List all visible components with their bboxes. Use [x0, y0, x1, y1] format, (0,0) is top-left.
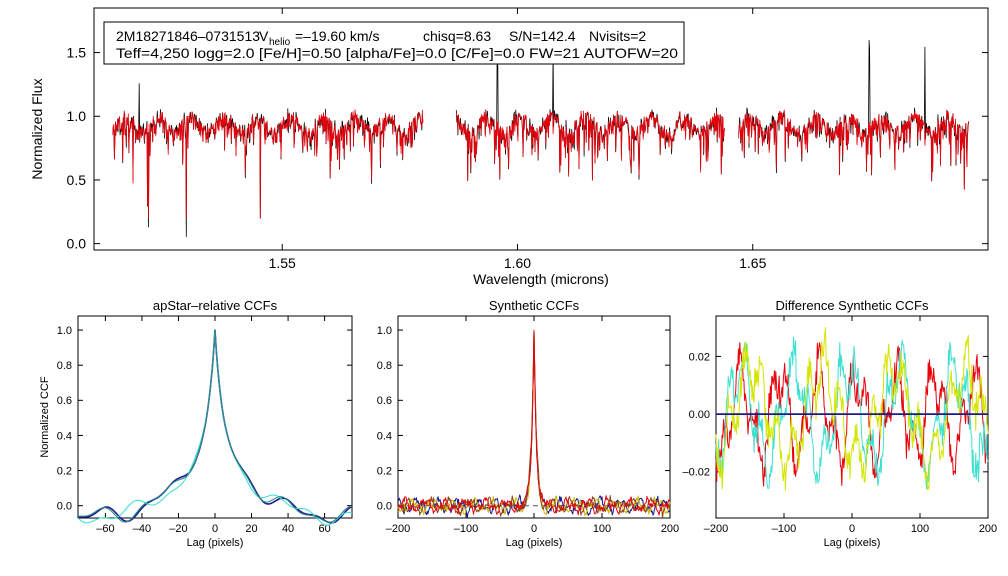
- spectrum-panel: 1.55 1.60 1.65 0.0 0.5 1.0 1.5 Wavelength (micr…: [29, 7, 989, 287]
- chart-title: apStar–relative CCFs: [153, 298, 278, 313]
- apstar-ccf-panel: –60 –40 –20 0 20 40 60 0.0 0.2 0.4 0.6 0.8 1.0 apStar…: [39, 298, 353, 549]
- x-tick-label: 40: [282, 523, 294, 535]
- y-axis-label: Normalized CCF: [39, 376, 51, 458]
- observed-spectrum-line: [112, 83, 424, 237]
- synthetic-spectrum-line: [738, 109, 970, 190]
- x-tick-label: 20: [245, 523, 257, 535]
- x-tick-label: 200: [661, 523, 679, 535]
- y-axis-label: Normalized Flux: [29, 78, 45, 179]
- x-tick-label: –200: [704, 523, 728, 535]
- y-tick-label: 0.8: [57, 360, 72, 372]
- x-tick-label: 0: [212, 523, 218, 535]
- y-tick-label: 0.6: [377, 395, 392, 407]
- synthetic-spectrum-line: [455, 109, 725, 182]
- x-tick-label: 0: [531, 523, 537, 535]
- y-tick-label: 0.0: [377, 501, 392, 513]
- y-tick-label: 0.4: [57, 430, 72, 442]
- x-tick-label: –60: [96, 523, 114, 535]
- y-tick-label: 0.6: [57, 395, 72, 407]
- difference-ccf-line: [715, 327, 989, 492]
- x-tick-label: –200: [386, 523, 410, 535]
- x-tick-label: 1.65: [739, 255, 766, 271]
- x-axis-label: Wavelength (microns): [473, 271, 609, 287]
- annotation-line2: Teff=4,250 logg=2.0 [Fe/H]=0.50 [alpha/F…: [116, 45, 678, 61]
- x-tick-label: 1.55: [269, 255, 296, 271]
- y-tick-label: 0.0: [67, 236, 87, 252]
- synthetic-ccf-panel: –200 –100 0 100 200 0.0 0.2 0.4 0.6 0.8 1.0 Synthet…: [377, 298, 679, 549]
- x-tick-label: 100: [911, 523, 929, 535]
- x-axis-label: Lag (pixels): [824, 537, 881, 549]
- y-tick-label: 0.8: [377, 360, 392, 372]
- x-axis-label: Lag (pixels): [506, 537, 563, 549]
- ccf-series-line: [77, 329, 353, 526]
- plot-frame: [77, 315, 353, 519]
- y-tick-label: 0.0: [57, 501, 72, 513]
- y-tick-label: 1.0: [57, 325, 72, 337]
- plot-frame: [93, 7, 989, 251]
- x-tick-label: –100: [772, 523, 796, 535]
- annotation-chisq: chisq=8.63: [423, 28, 491, 44]
- y-tick-label: 0.5: [67, 172, 87, 188]
- y-tick-label: 1.5: [67, 44, 87, 60]
- ccf-series-line: [78, 329, 353, 523]
- annotation-star-id: 2M18271846–0731513: [116, 28, 260, 44]
- annotation-vhelio-value: =–19.60 km/s: [295, 28, 379, 44]
- ccf-series-line: [77, 329, 353, 524]
- y-tick-label: 0.00: [689, 409, 710, 421]
- y-tick-label: 0.02: [689, 351, 710, 363]
- x-tick-label: 60: [318, 523, 330, 535]
- difference-ccf-panel: –200 –100 0 100 200 –0.02 0.00 0.02 Difference S…: [682, 298, 997, 549]
- annotation-vhelio-sub: helio: [269, 37, 291, 48]
- x-tick-label: 100: [593, 523, 611, 535]
- y-tick-label: –0.02: [682, 467, 710, 479]
- y-tick-label: 0.4: [377, 430, 392, 442]
- x-tick-label: 0: [849, 523, 855, 535]
- y-tick-label: 1.0: [377, 325, 392, 337]
- chart-title: Synthetic CCFs: [489, 298, 580, 313]
- annotation-snr: S/N=142.4: [509, 28, 576, 44]
- annotation-vhelio-prefix: V: [259, 28, 269, 44]
- x-tick-label: –100: [454, 523, 478, 535]
- synthetic-spectrum-line: [112, 109, 424, 219]
- y-tick-label: 1.0: [67, 108, 87, 124]
- annotation-nvisits: Nvisits=2: [589, 28, 646, 44]
- x-axis-label: Lag (pixels): [187, 537, 244, 549]
- annotation-box: [103, 21, 685, 65]
- difference-ccf-line: [715, 336, 989, 490]
- x-tick-label: –20: [169, 523, 187, 535]
- synthetic-ccf-line: [397, 330, 671, 516]
- y-tick-label: 0.2: [377, 465, 392, 477]
- x-tick-label: 1.60: [504, 255, 531, 271]
- x-tick-label: –40: [133, 523, 151, 535]
- chart-title: Difference Synthetic CCFs: [776, 298, 929, 313]
- y-tick-label: 0.2: [57, 465, 72, 477]
- x-tick-label: 200: [979, 523, 997, 535]
